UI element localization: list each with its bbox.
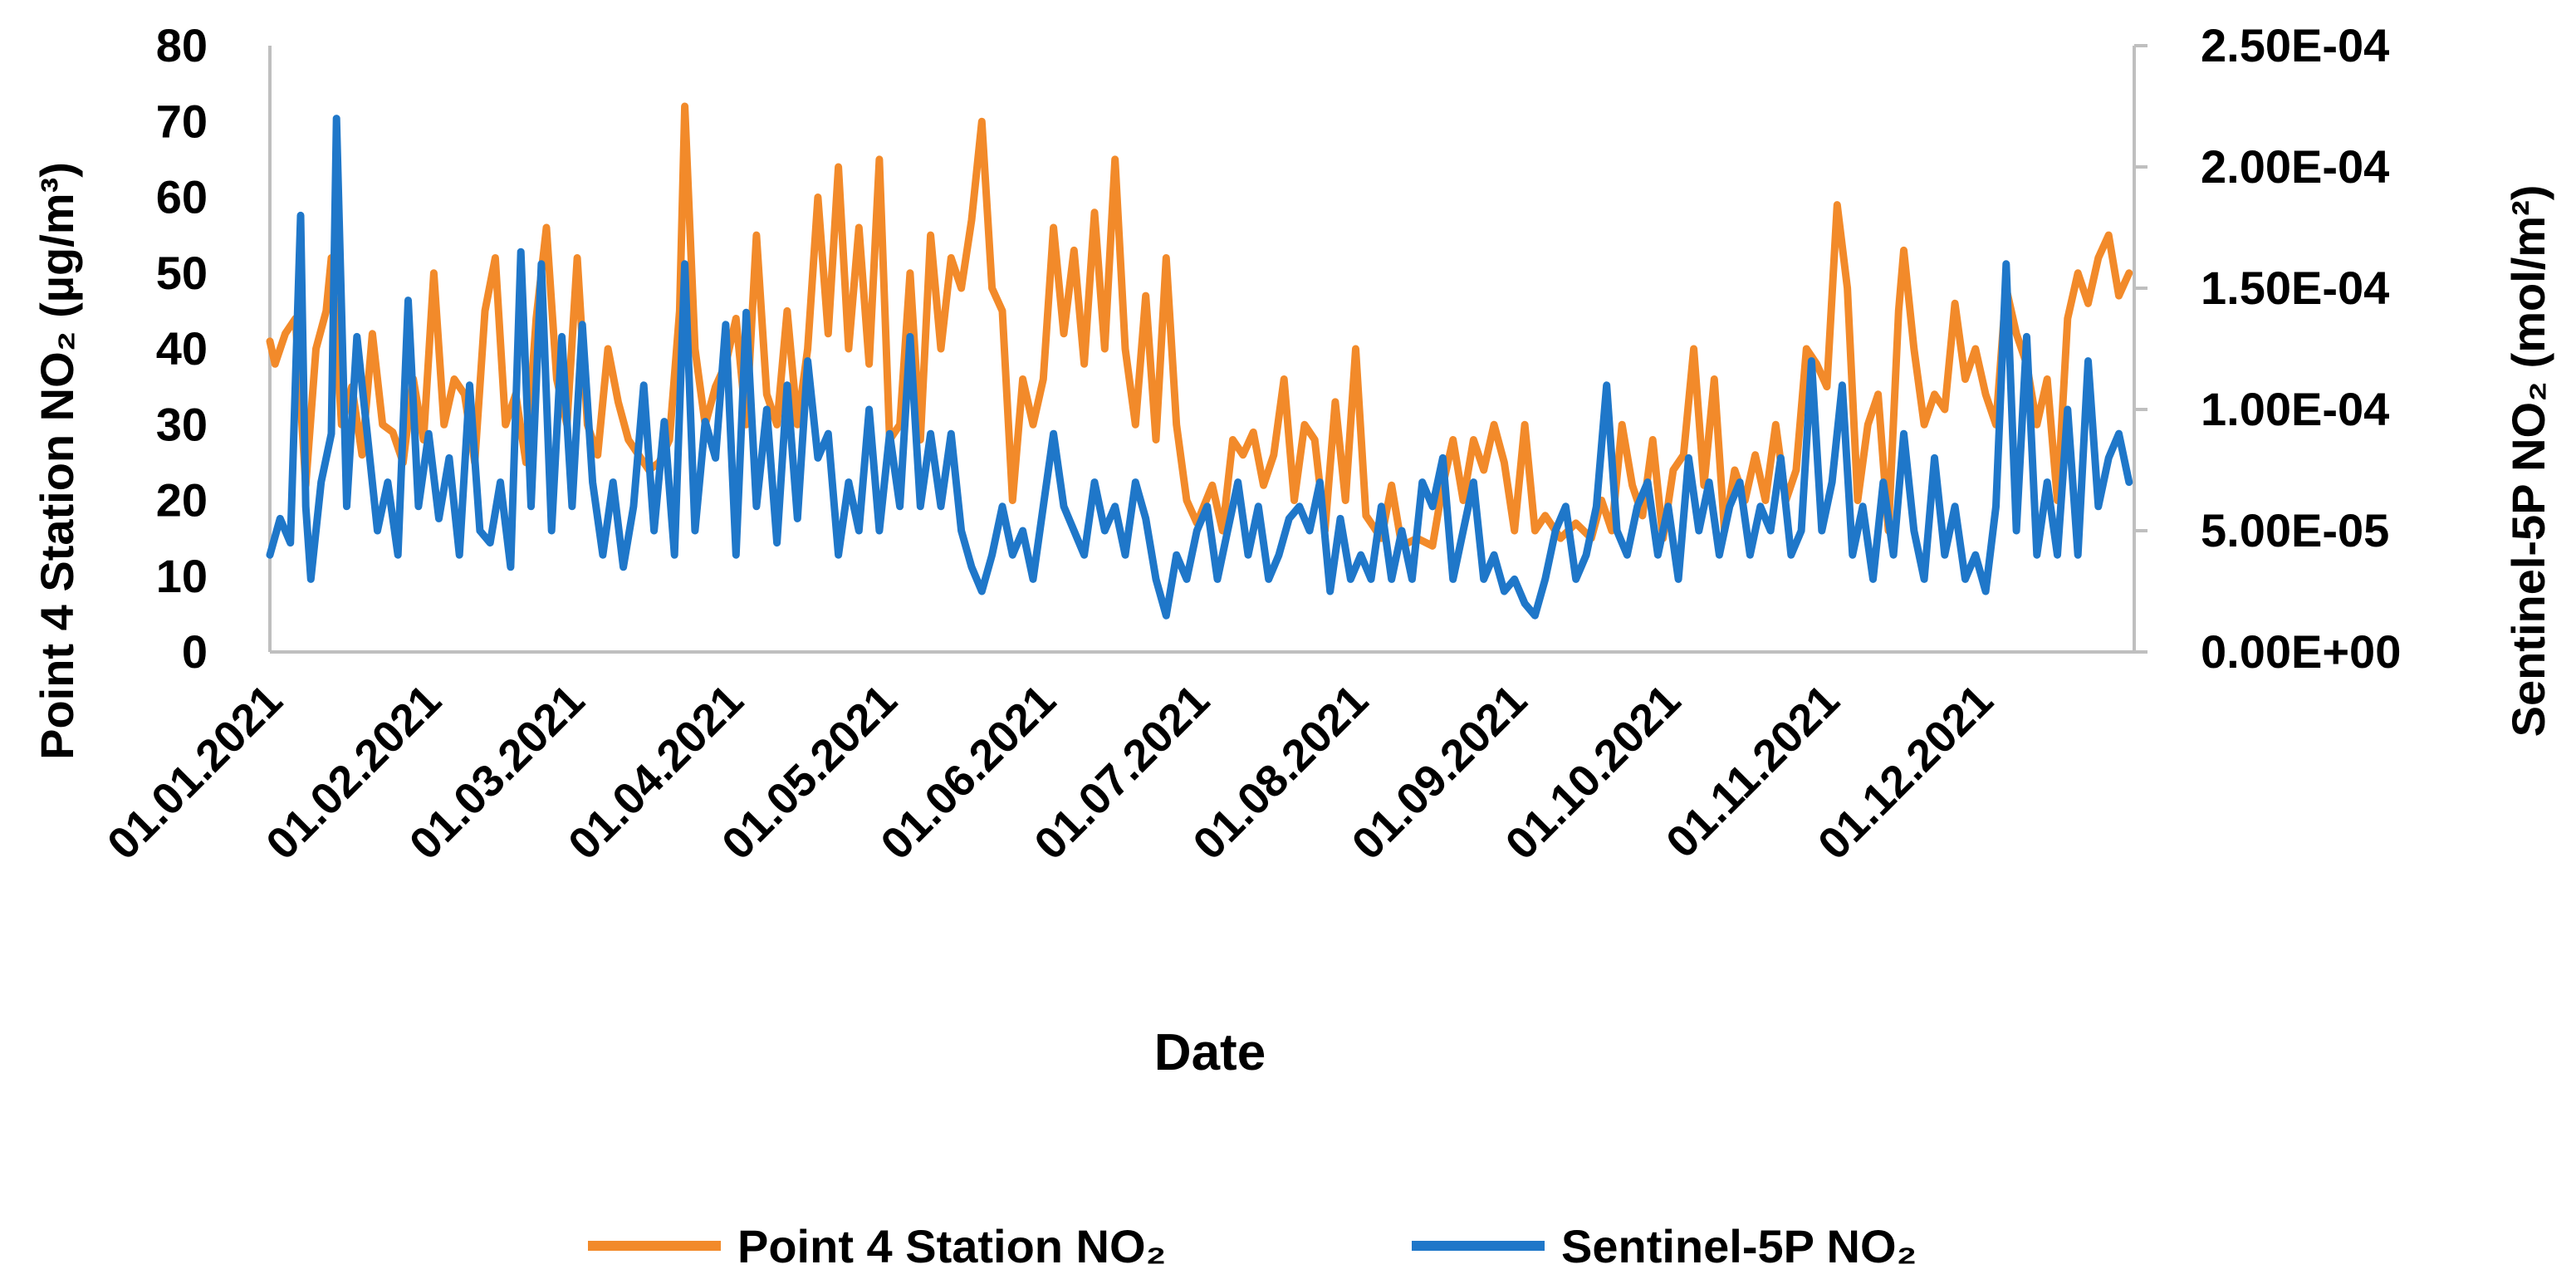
left-tick-label: 20 xyxy=(156,474,208,527)
left-tick-label: 60 xyxy=(156,171,208,223)
right-tick-label: 5.00E-05 xyxy=(2201,504,2389,556)
series-lines xyxy=(266,102,2133,620)
left-tick-label: 10 xyxy=(156,550,208,602)
right-tick-label: 1.00E-04 xyxy=(2201,383,2389,435)
left-tick-label: 50 xyxy=(156,247,208,299)
legend-label-station: Point 4 Station NO₂ xyxy=(737,1220,1166,1272)
legend-label-sentinel: Sentinel-5P NO₂ xyxy=(1561,1220,1917,1272)
left-tick-label: 30 xyxy=(156,398,208,450)
x-axis-title: Date xyxy=(1154,1024,1266,1081)
right-axis-title: Sentinel-5P NO₂ (mol/m²) xyxy=(2502,185,2554,738)
legend: Point 4 Station NO₂ Sentinel-5P NO₂ xyxy=(588,1220,1917,1272)
right-tick-label: 1.50E-04 xyxy=(2201,262,2389,314)
left-y-axis: 0 10 20 30 40 50 60 70 80 xyxy=(156,19,272,678)
right-tick-label: 2.50E-04 xyxy=(2201,19,2389,71)
left-axis-title: Point 4 Station NO₂ (µg/m³) xyxy=(31,162,83,760)
right-tick-label: 0.00E+00 xyxy=(2201,625,2401,678)
sentinel-no2-line xyxy=(266,115,2133,620)
right-y-axis: 0.00E+00 5.00E-05 1.00E-04 1.50E-04 2.00E-04… xyxy=(2133,19,2401,678)
left-tick-label: 80 xyxy=(156,19,208,71)
x-axis: 01.01.202101.02.202101.03.202101.04.2021… xyxy=(98,650,2134,870)
left-tick-label: 0 xyxy=(182,625,208,678)
left-tick-label: 40 xyxy=(156,322,208,375)
right-tick-label: 2.00E-04 xyxy=(2201,140,2389,193)
left-tick-label: 70 xyxy=(156,95,208,147)
